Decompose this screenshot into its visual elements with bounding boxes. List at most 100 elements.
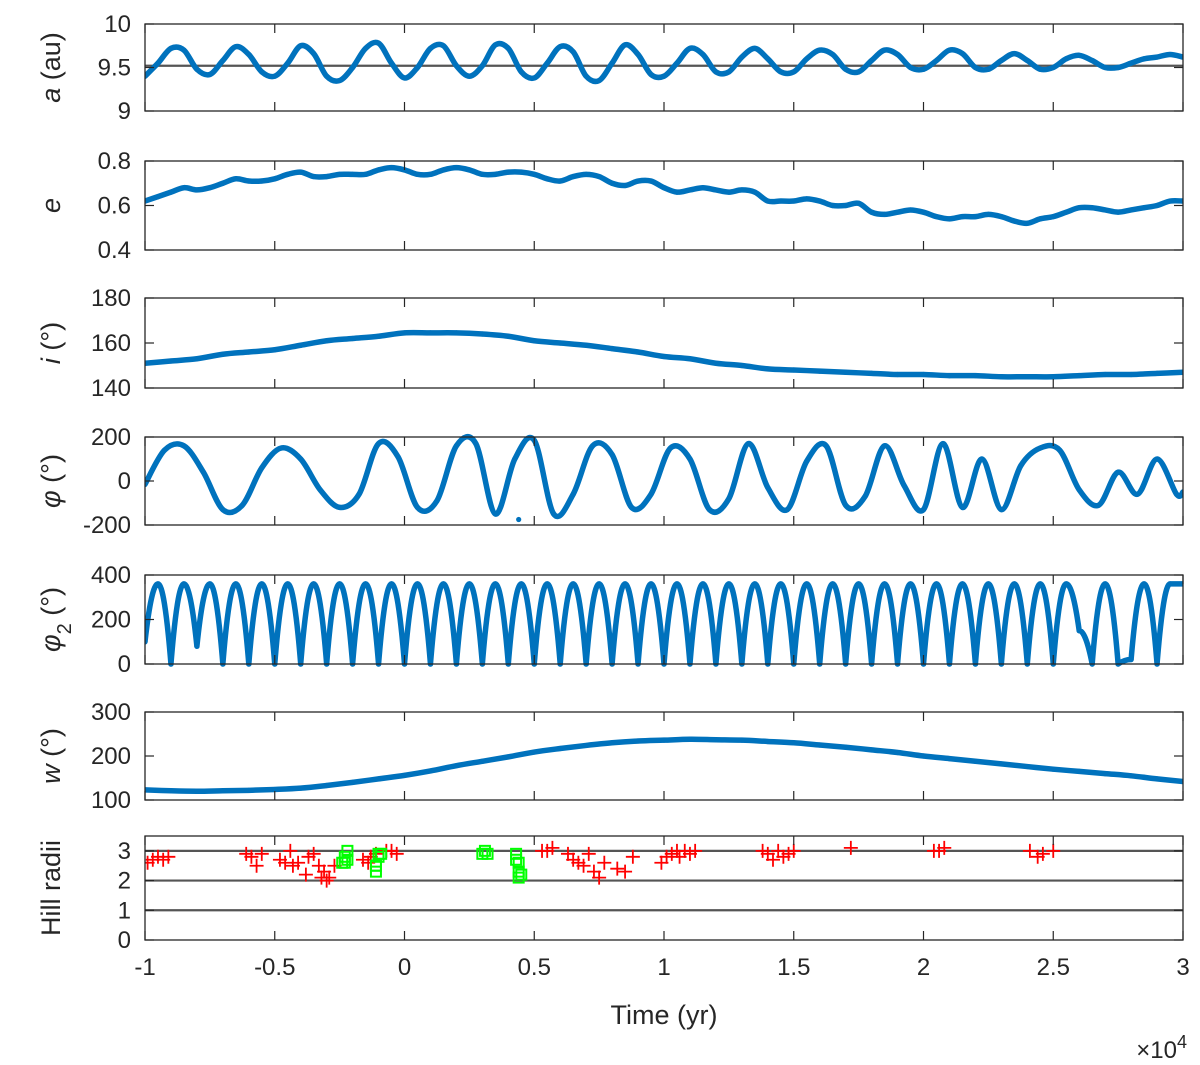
data-point: [259, 465, 265, 471]
data-point: [940, 441, 946, 447]
data-point: [466, 581, 472, 587]
data-point: [628, 504, 635, 510]
data-point: [1076, 205, 1082, 211]
data-point: [272, 176, 278, 182]
encounter-plus-marker: [576, 858, 591, 873]
data-point: [700, 581, 706, 587]
data-point: [881, 211, 888, 217]
data-point: [1154, 54, 1160, 60]
encounter-plus-marker: [688, 843, 703, 858]
data-point: [350, 779, 356, 786]
y-axis-label: φ (°): [36, 454, 66, 508]
data-point: [324, 782, 330, 789]
series-line-1: [145, 581, 1183, 667]
data-point: [531, 338, 537, 344]
data-point: [518, 169, 524, 175]
encounter-plus-marker: [1046, 843, 1061, 858]
data-point: [1102, 371, 1108, 378]
data-point: [1037, 581, 1043, 587]
data-point: [713, 69, 719, 75]
data-point: [726, 496, 732, 502]
encounter-square-marker: [512, 871, 525, 884]
data-point: [298, 43, 304, 49]
data-point: [933, 214, 940, 220]
y-tick-label: 0.6: [98, 193, 131, 220]
data-point: [1037, 66, 1043, 72]
panel-2: 0.4 0.6 0.8 e: [36, 148, 1184, 264]
data-point: [920, 371, 927, 378]
data-point: [414, 64, 421, 71]
data-point: [959, 581, 966, 587]
data-point: [298, 785, 304, 791]
data-point: [518, 581, 524, 587]
panel-4: -200 0 200 φ (°): [36, 424, 1184, 539]
data-point: [765, 738, 771, 745]
encounter-plus-marker: [254, 846, 269, 861]
data-point: [1128, 60, 1134, 66]
y-tick-label: 9.5: [98, 55, 131, 82]
encounter-plus-marker: [161, 849, 176, 864]
data-point: [817, 742, 823, 748]
data-point: [894, 51, 901, 58]
data-point: [1096, 502, 1102, 508]
data-point: [635, 349, 641, 355]
data-point: [239, 502, 245, 508]
data-point: [440, 581, 447, 587]
y-tick-label: 10: [104, 11, 131, 38]
x-tick-label: 3: [1176, 954, 1189, 981]
data-point: [1018, 463, 1024, 469]
data-point: [667, 445, 674, 451]
data-point: [687, 456, 693, 462]
y-tick-label: 200: [91, 743, 131, 770]
data-point: [453, 330, 459, 336]
data-point: [505, 45, 511, 51]
data-point: [505, 333, 511, 339]
data-point: [259, 178, 265, 184]
data-point: [512, 456, 518, 462]
data-point: [726, 69, 732, 75]
data-point: [739, 187, 745, 193]
data-point: [155, 60, 161, 66]
x-tick-label: 2: [917, 954, 930, 981]
data-point: [635, 178, 641, 184]
data-point: [804, 458, 810, 464]
encounter-square-marker: [515, 868, 528, 881]
data-point: [544, 176, 550, 182]
data-point: [843, 66, 849, 72]
data-point: [233, 176, 239, 182]
x-tick-label: 0: [398, 954, 411, 981]
data-point: [516, 516, 522, 523]
data-point: [492, 171, 498, 177]
y-axis-label: a (au): [36, 32, 66, 103]
y-tick-label: 100: [91, 787, 131, 814]
data-point: [505, 754, 511, 760]
data-point: [661, 73, 667, 79]
data-point: [1089, 57, 1095, 64]
data-point: [531, 171, 537, 177]
data-point: [388, 165, 395, 171]
data-area: [145, 329, 1183, 380]
y-tick-label: 0.8: [98, 148, 131, 175]
encounter-square-marker: [375, 847, 388, 860]
data-point: [609, 346, 615, 352]
data-point: [168, 358, 174, 364]
data-point: [200, 469, 206, 475]
data-point: [979, 456, 985, 462]
data-point: [830, 581, 836, 587]
data-point: [1011, 581, 1017, 587]
data-point: [804, 56, 810, 62]
data-point: [414, 171, 421, 177]
y-tick-label: 3: [118, 838, 131, 865]
y-tick-label: 140: [91, 375, 131, 402]
data-point: [246, 349, 252, 355]
data-point: [505, 169, 511, 175]
data-point: [784, 507, 790, 513]
encounter-plus-marker: [1035, 846, 1050, 861]
data-point: [1102, 771, 1108, 777]
y-tick-label: 9: [118, 98, 131, 125]
data-point: [791, 198, 797, 204]
data-point: [194, 66, 200, 72]
encounter-plus-marker: [625, 849, 640, 864]
data-point: [1128, 773, 1134, 779]
